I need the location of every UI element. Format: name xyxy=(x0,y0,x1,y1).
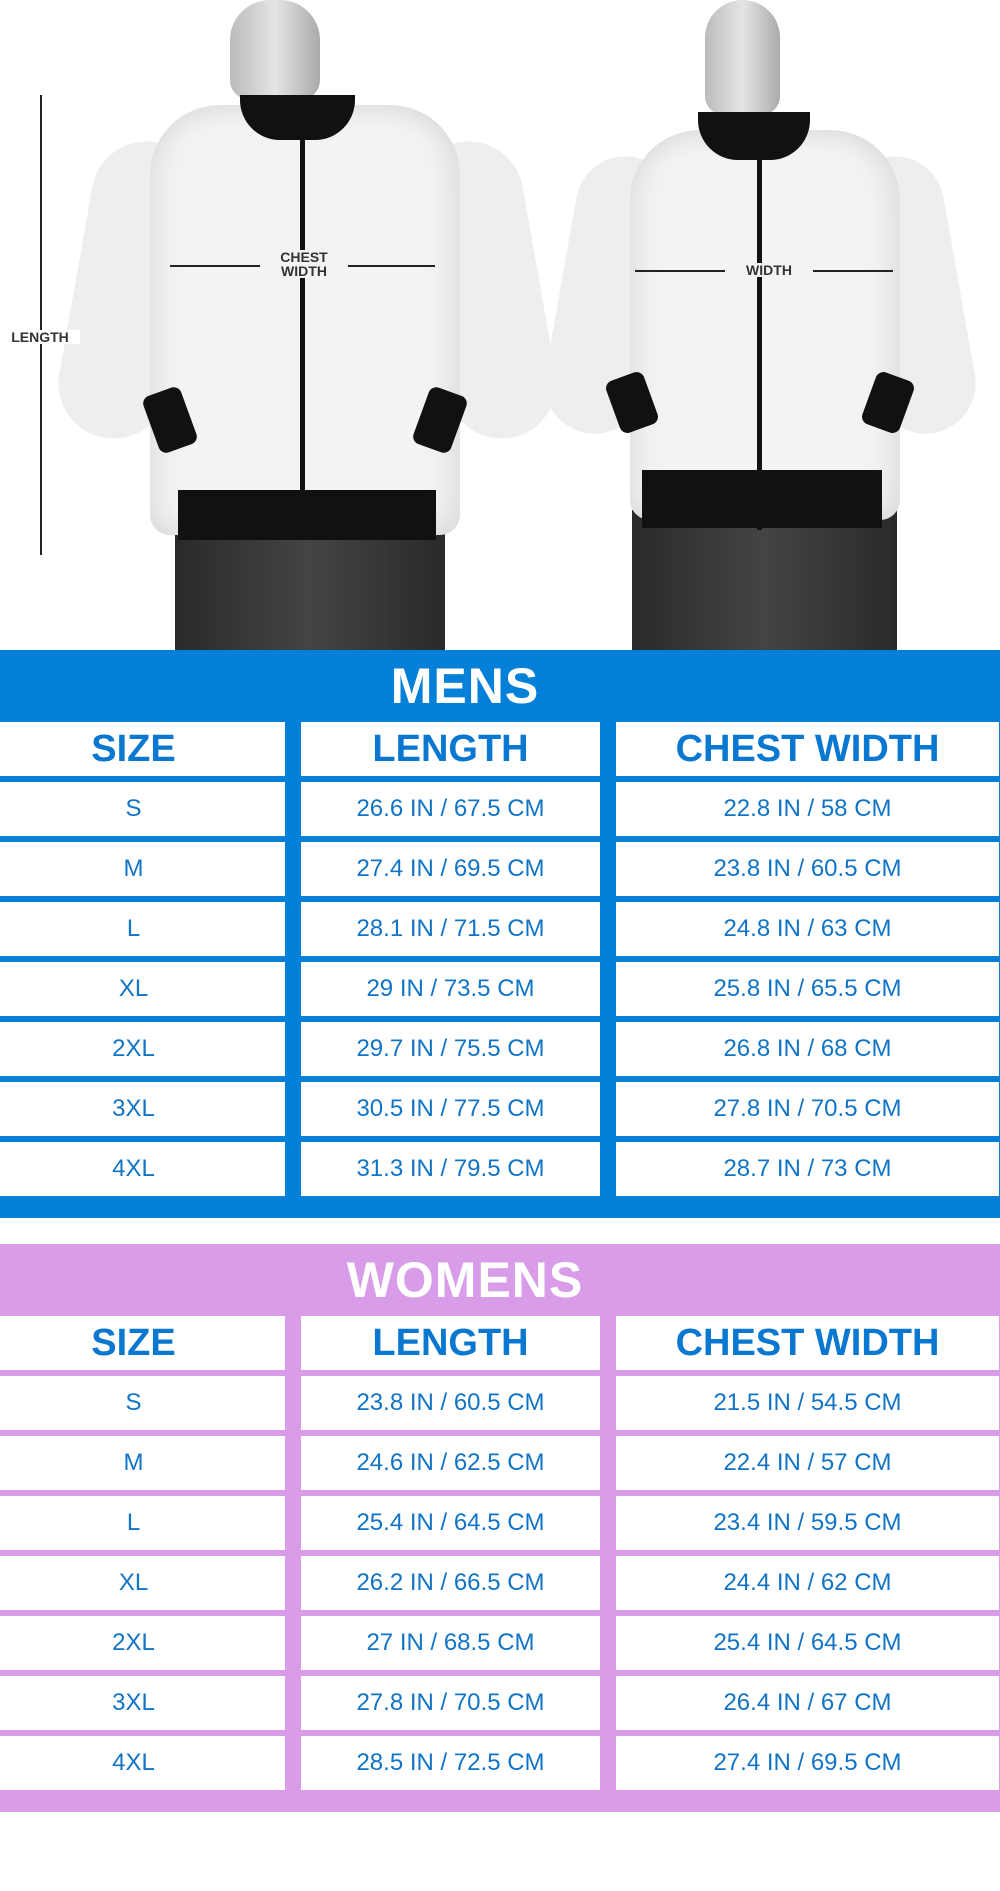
womens-cell-length: 25.4 IN / 64.5 CM xyxy=(301,1496,600,1550)
womens-grid: SIZE LENGTH CHEST WIDTH S 23.8 IN / 60.5 CM 2… xyxy=(0,1316,1000,1790)
womens-cell-size: S xyxy=(0,1376,285,1430)
mens-cell-size: M xyxy=(0,842,285,896)
mens-cell-chest-width: 23.8 IN / 60.5 CM xyxy=(616,842,999,896)
mens-size-table: MENS SIZE LENGTH CHEST WIDTH S 26.6 IN / 67.… xyxy=(0,650,1000,1218)
womens-cell-chest-width: 25.4 IN / 64.5 CM xyxy=(616,1616,999,1670)
womens-cell-size: XL xyxy=(0,1556,285,1610)
womens-cell-length: 28.5 IN / 72.5 CM xyxy=(301,1736,600,1790)
length-label: LENGTH xyxy=(0,330,80,344)
womens-cell-chest-width: 21.5 IN / 54.5 CM xyxy=(616,1376,999,1430)
mens-cell-size: 2XL xyxy=(0,1022,285,1076)
womens-cell-size: M xyxy=(0,1436,285,1490)
mens-cell-size: 3XL xyxy=(0,1082,285,1136)
womens-cell-length: 27 IN / 68.5 CM xyxy=(301,1616,600,1670)
womens-cell-chest-width: 23.4 IN / 59.5 CM xyxy=(616,1496,999,1550)
mens-cell-length: 30.5 IN / 77.5 CM xyxy=(301,1082,600,1136)
mens-jacket xyxy=(150,105,460,535)
womens-cell-length: 23.8 IN / 60.5 CM xyxy=(301,1376,600,1430)
chest-width-label: CHEST WIDTH xyxy=(260,250,348,278)
mens-mannequin-head xyxy=(230,0,320,100)
womens-cell-length: 26.2 IN / 66.5 CM xyxy=(301,1556,600,1610)
womens-cell-size: 2XL xyxy=(0,1616,285,1670)
product-photo: LENGTH CHEST WIDTH WIDTH xyxy=(0,0,1000,650)
mens-cell-length: 27.4 IN / 69.5 CM xyxy=(301,842,600,896)
womens-cell-size: L xyxy=(0,1496,285,1550)
mens-title: MENS xyxy=(390,658,540,714)
womens-cell-length: 24.6 IN / 62.5 CM xyxy=(301,1436,600,1490)
mens-cell-size: S xyxy=(0,782,285,836)
mens-header-chest-width: CHEST WIDTH xyxy=(616,722,999,776)
width-label: WIDTH xyxy=(725,263,813,277)
womens-jacket xyxy=(630,130,900,520)
womens-cell-size: 4XL xyxy=(0,1736,285,1790)
womens-header-length: LENGTH xyxy=(301,1316,600,1370)
mens-cell-chest-width: 24.8 IN / 63 CM xyxy=(616,902,999,956)
womens-zipper xyxy=(757,160,762,530)
mens-grid: SIZE LENGTH CHEST WIDTH S 26.6 IN / 67.5 CM 2… xyxy=(0,722,1000,1196)
mens-collar xyxy=(240,95,355,140)
mens-waistband xyxy=(178,490,436,540)
mens-header-length: LENGTH xyxy=(301,722,600,776)
womens-title: WOMENS xyxy=(346,1252,584,1308)
womens-jeans xyxy=(632,510,897,650)
mens-header-size: SIZE xyxy=(0,722,285,776)
mens-cell-length: 28.1 IN / 71.5 CM xyxy=(301,902,600,956)
length-arrow xyxy=(40,95,42,555)
womens-cell-chest-width: 26.4 IN / 67 CM xyxy=(616,1676,999,1730)
womens-cell-chest-width: 24.4 IN / 62 CM xyxy=(616,1556,999,1610)
womens-cell-length: 27.8 IN / 70.5 CM xyxy=(301,1676,600,1730)
mens-cell-chest-width: 25.8 IN / 65.5 CM xyxy=(616,962,999,1016)
mens-cell-length: 31.3 IN / 79.5 CM xyxy=(301,1142,600,1196)
womens-cell-size: 3XL xyxy=(0,1676,285,1730)
mens-cell-chest-width: 28.7 IN / 73 CM xyxy=(616,1142,999,1196)
womens-cell-chest-width: 27.4 IN / 69.5 CM xyxy=(616,1736,999,1790)
mens-cell-length: 29 IN / 73.5 CM xyxy=(301,962,600,1016)
womens-waistband xyxy=(642,470,882,528)
mens-cell-length: 26.6 IN / 67.5 CM xyxy=(301,782,600,836)
mens-zipper xyxy=(300,140,305,540)
womens-size-table: WOMENS SIZE LENGTH CHEST WIDTH S 23.8 IN / 6… xyxy=(0,1244,1000,1812)
mens-cell-chest-width: 22.8 IN / 58 CM xyxy=(616,782,999,836)
mens-cell-size: 4XL xyxy=(0,1142,285,1196)
mens-cell-chest-width: 26.8 IN / 68 CM xyxy=(616,1022,999,1076)
womens-header-chest-width: CHEST WIDTH xyxy=(616,1316,999,1370)
mens-cell-size: L xyxy=(0,902,285,956)
womens-header-size: SIZE xyxy=(0,1316,285,1370)
womens-cell-chest-width: 22.4 IN / 57 CM xyxy=(616,1436,999,1490)
mens-jeans xyxy=(175,530,445,650)
mens-cell-size: XL xyxy=(0,962,285,1016)
womens-collar xyxy=(698,112,810,160)
mens-cell-length: 29.7 IN / 75.5 CM xyxy=(301,1022,600,1076)
womens-mannequin-head xyxy=(705,0,780,115)
mens-cell-chest-width: 27.8 IN / 70.5 CM xyxy=(616,1082,999,1136)
